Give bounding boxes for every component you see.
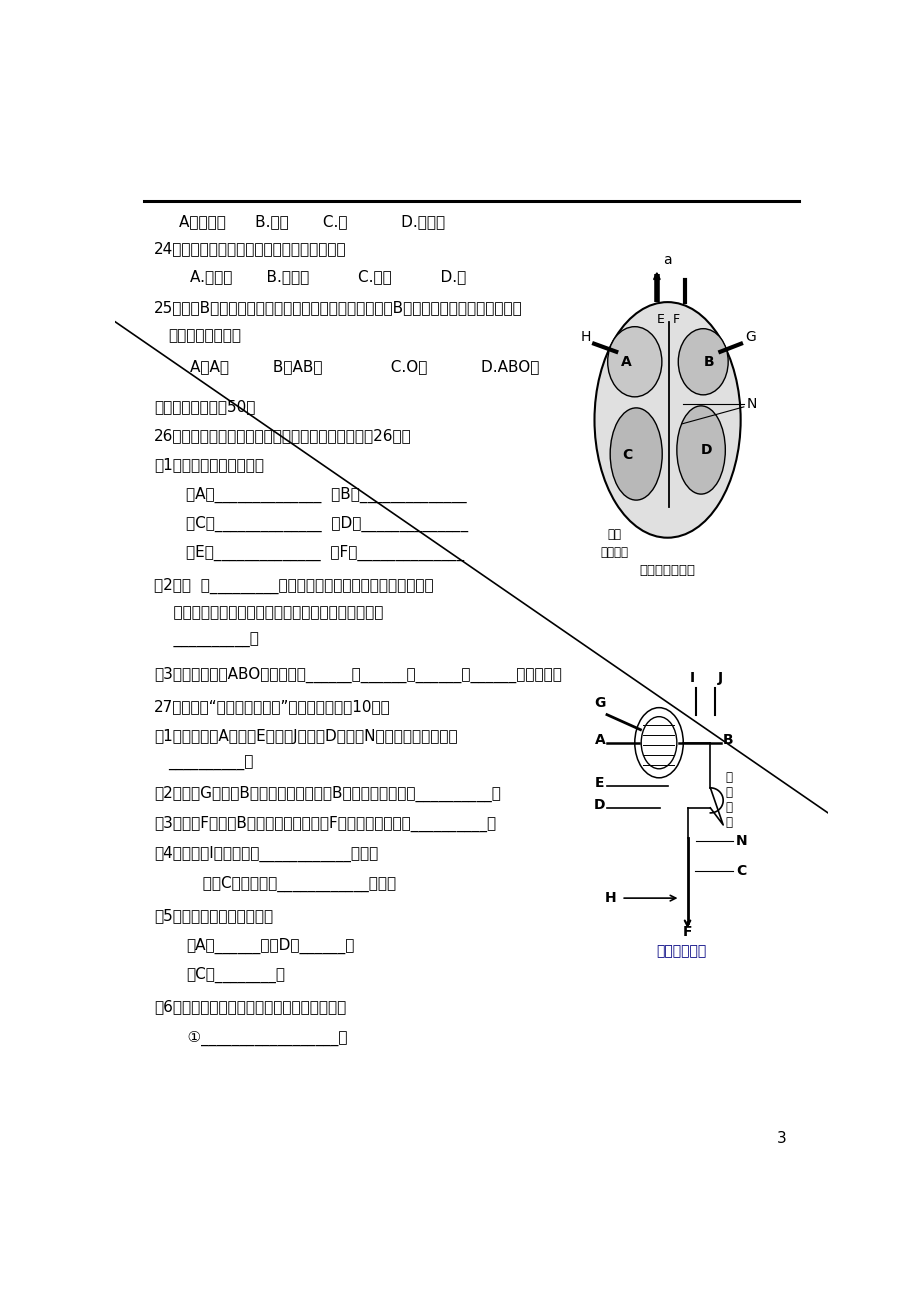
Text: （2）、【G】与【B】两种液体相比，【B】液体中不含有：__________。: （2）、【G】与【B】两种液体相比，【B】液体中不含有：__________。 <box>154 786 501 802</box>
Text: 下腔静脉: 下腔静脉 <box>599 546 628 559</box>
Text: B: B <box>722 733 732 747</box>
Text: N: N <box>735 835 747 848</box>
Text: H: H <box>581 329 591 344</box>
Text: __________。: __________。 <box>154 634 259 648</box>
Text: （1）写出下列结构名称：: （1）写出下列结构名称： <box>154 457 264 473</box>
Text: 25、一个B型血的人，由于交通事故而急需输血，在没有B型血的情况下，他可以接受哪: 25、一个B型血的人，由于交通事故而急需输血，在没有B型血的情况下，他可以接受哪 <box>154 301 522 315</box>
Text: E: E <box>595 776 604 790</box>
Text: 毛
细
血
管: 毛 细 血 管 <box>724 771 732 829</box>
Text: C: C <box>736 865 746 878</box>
Text: J: J <box>717 671 722 685</box>
Text: （4）、在【I】中是进行____________作用；: （4）、在【I】中是进行____________作用； <box>154 846 378 862</box>
Text: （1）、图中【A】、【E】、【J】、【D】、【N】联合构成的结构是: （1）、图中【A】、【E】、【J】、【D】、【N】联合构成的结构是 <box>154 729 458 743</box>
Text: 扞紧: 扞紧 <box>607 527 620 540</box>
Ellipse shape <box>676 406 724 493</box>
Text: （5）写出以下的结构名称：: （5）写出以下的结构名称： <box>154 909 273 923</box>
Text: B: B <box>703 354 713 368</box>
Ellipse shape <box>594 302 740 538</box>
Text: 心脏结构示意图: 心脏结构示意图 <box>639 564 695 577</box>
Text: （3）人们常说的ABO血型分别是______，______，______，______，四种血型: （3）人们常说的ABO血型分别是______，______，______，___… <box>154 667 562 682</box>
Text: G: G <box>594 695 605 710</box>
Text: ①__________________；: ①__________________； <box>168 1030 347 1046</box>
Text: G: G <box>744 329 754 344</box>
Text: （6）在尿的形成中主要有两个过程，分别是：: （6）在尿的形成中主要有两个过程，分别是： <box>154 1000 346 1014</box>
Text: A．葡萄糖      B.尿素       C.水           D.无机盐: A．葡萄糖 B.尿素 C.水 D.无机盐 <box>179 215 445 229</box>
Text: 26、下图为心脏结构示意图，请根据图回答问题。（26分）: 26、下图为心脏结构示意图，请根据图回答问题。（26分） <box>154 428 412 443</box>
Text: D: D <box>699 443 711 457</box>
Ellipse shape <box>607 327 661 397</box>
Text: 【E】______________  【F】______________: 【E】______________ 【F】______________ <box>186 546 464 561</box>
Text: A．A型         B．AB型              C.O型           D.ABO型: A．A型 B．AB型 C.O型 D.ABO型 <box>189 359 539 374</box>
Ellipse shape <box>641 716 676 768</box>
Text: A.蛋白质       B.葡萄糖          C.尿素          D.水: A.蛋白质 B.葡萄糖 C.尿素 D.水 <box>189 270 466 285</box>
Text: N: N <box>745 397 756 411</box>
Text: a: a <box>663 253 671 267</box>
Ellipse shape <box>609 408 662 500</box>
Text: __________。: __________。 <box>168 755 254 771</box>
Text: 在【C】中进的是____________作用。: 在【C】中进的是____________作用。 <box>154 876 396 892</box>
Text: 【A】______；【D】______；: 【A】______；【D】______； <box>186 939 355 954</box>
Text: F: F <box>682 926 691 939</box>
Text: 尿的形成过程: 尿的形成过程 <box>656 944 706 958</box>
Text: E: E <box>656 314 664 327</box>
Text: A: A <box>620 354 631 368</box>
Text: C: C <box>622 448 632 462</box>
Ellipse shape <box>677 328 728 395</box>
Text: 种血型的人的血液: 种血型的人的血液 <box>168 328 241 342</box>
Text: 3: 3 <box>776 1130 786 1146</box>
Text: F: F <box>672 314 679 327</box>
Text: 【C】________。: 【C】________。 <box>186 967 285 983</box>
Text: I: I <box>688 671 694 685</box>
Text: 二、非选择题（入50分: 二、非选择题（入50分 <box>154 398 255 414</box>
Text: 27、右图是“尿液形成示意图”，回答问题：（10分）: 27、右图是“尿液形成示意图”，回答问题：（10分） <box>154 699 391 715</box>
Text: H: H <box>604 891 616 905</box>
Text: 【C】______________  【D】______________: 【C】______________ 【D】______________ <box>186 516 468 533</box>
Text: （3）、【F】与【B】两种液体相比，【F】液体中不含有：__________。: （3）、【F】与【B】两种液体相比，【F】液体中不含有：__________。 <box>154 816 496 832</box>
Text: A: A <box>594 733 605 747</box>
Text: 动脉。保证了血液只能想一个方向开放，防止了血液: 动脉。保证了血液只能想一个方向开放，防止了血液 <box>154 605 383 620</box>
Text: 【A】______________  【B】______________: 【A】______________ 【B】______________ <box>186 487 467 504</box>
Text: 24、当血液流经肾脏后，血液的成分减少的是: 24、当血液流经肾脏后，血液的成分减少的是 <box>154 241 346 256</box>
Text: （2）【  】_________使血液只能从心房流向心室，心室流向: （2）【 】_________使血液只能从心房流向心室，心室流向 <box>154 577 434 594</box>
Text: D: D <box>594 798 605 812</box>
